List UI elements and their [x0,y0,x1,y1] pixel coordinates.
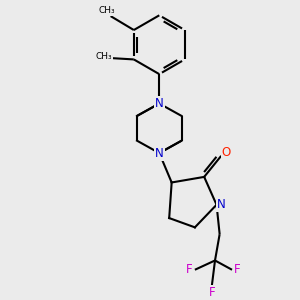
Text: F: F [208,286,215,298]
Text: N: N [217,198,225,211]
Text: CH₃: CH₃ [95,52,112,62]
Text: N: N [155,97,164,110]
Text: F: F [186,263,193,276]
Text: F: F [234,263,241,276]
Text: CH₃: CH₃ [98,6,115,15]
Text: N: N [155,147,164,160]
Text: O: O [221,146,231,159]
